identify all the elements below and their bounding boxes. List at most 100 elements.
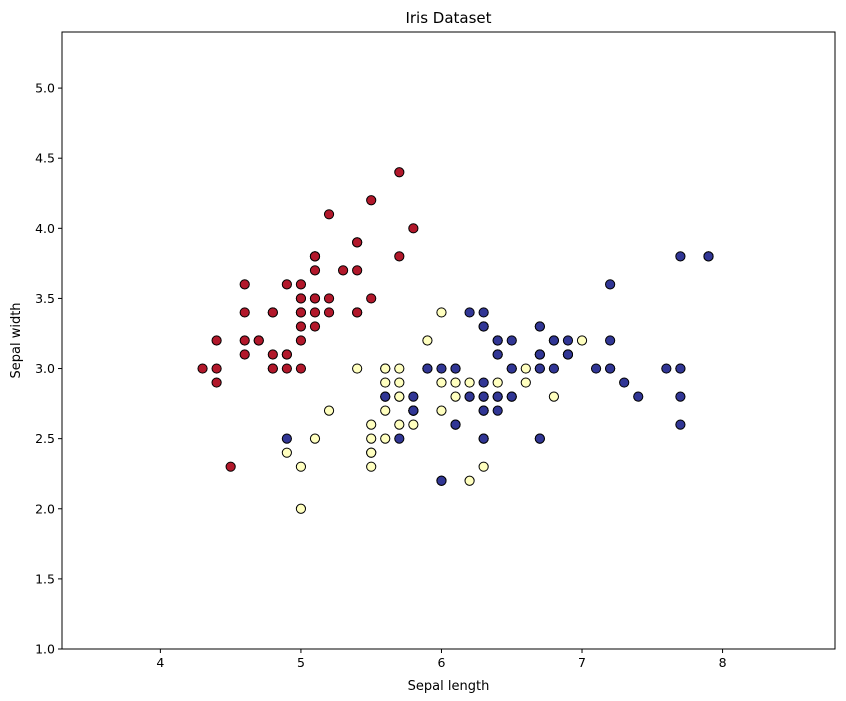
data-point — [422, 363, 433, 374]
data-point — [211, 377, 222, 388]
data-point — [492, 391, 503, 402]
data-point — [380, 391, 391, 402]
data-point — [548, 335, 560, 346]
data-point — [239, 349, 250, 360]
data-point — [548, 363, 560, 374]
data-point — [239, 335, 250, 346]
data-point — [309, 307, 321, 318]
data-point — [534, 349, 545, 360]
data-point — [408, 419, 419, 430]
x-tick-label: 5 — [297, 655, 305, 670]
data-point — [450, 363, 461, 374]
data-point — [464, 391, 475, 402]
data-point — [675, 363, 686, 374]
data-point — [394, 433, 405, 444]
data-point — [380, 405, 391, 416]
ticks-layer: 4 5 6 7 8 1.0 1.5 2.0 2.5 3.0 3.5 4.0 4.5 5.0 — [35, 81, 726, 670]
chart-title: Iris Dataset — [405, 9, 491, 27]
data-point — [394, 391, 405, 402]
data-point — [520, 363, 531, 374]
data-point — [492, 335, 503, 346]
data-point — [323, 209, 335, 220]
data-point — [605, 279, 616, 290]
data-point — [323, 405, 335, 416]
data-point — [295, 503, 307, 514]
data-point — [295, 307, 307, 318]
data-point — [675, 419, 686, 430]
data-point — [295, 363, 307, 374]
data-point — [281, 279, 292, 290]
data-point — [366, 419, 377, 430]
data-point — [380, 363, 391, 374]
data-point — [281, 433, 292, 444]
data-point — [366, 293, 377, 304]
data-point — [323, 293, 335, 304]
data-point — [309, 293, 321, 304]
data-point — [478, 433, 489, 444]
data-point — [534, 363, 545, 374]
y-tick-label: 5.0 — [35, 81, 55, 96]
data-point — [506, 391, 517, 402]
data-point — [394, 167, 405, 178]
data-point — [352, 307, 363, 318]
data-point — [436, 363, 447, 374]
data-point — [408, 405, 419, 416]
data-point — [422, 335, 433, 346]
data-point — [436, 475, 447, 486]
data-point — [197, 363, 208, 374]
data-point — [478, 321, 489, 332]
data-point — [450, 377, 461, 388]
data-point — [211, 335, 222, 346]
data-point — [633, 391, 644, 402]
series-3 — [281, 251, 714, 486]
y-tick-label: 1.5 — [35, 571, 55, 586]
data-point — [309, 321, 321, 332]
x-tick-label: 7 — [578, 655, 586, 670]
data-point — [295, 293, 307, 304]
data-point — [380, 433, 391, 444]
data-point — [267, 363, 278, 374]
data-point — [253, 335, 264, 346]
data-point — [366, 195, 377, 206]
y-tick-label: 4.0 — [35, 221, 55, 236]
data-point — [506, 363, 517, 374]
data-point — [675, 391, 686, 402]
data-point — [478, 405, 489, 416]
data-point — [534, 321, 545, 332]
data-point — [267, 307, 278, 318]
data-point — [352, 265, 363, 276]
data-point — [619, 377, 630, 388]
data-point — [408, 391, 419, 402]
data-point — [590, 363, 602, 374]
data-point — [492, 405, 503, 416]
data-point — [352, 363, 363, 374]
data-point — [534, 433, 545, 444]
data-point — [239, 279, 250, 290]
data-point — [703, 251, 714, 262]
data-point — [464, 307, 475, 318]
data-point — [450, 419, 461, 430]
data-point — [309, 251, 321, 262]
data-point — [562, 349, 574, 360]
data-point — [352, 237, 363, 248]
data-point — [281, 363, 292, 374]
x-tick-label: 4 — [156, 655, 164, 670]
data-point — [281, 349, 292, 360]
data-point — [295, 335, 307, 346]
data-point — [464, 377, 475, 388]
data-point — [562, 335, 574, 346]
y-tick-label: 4.5 — [35, 151, 55, 166]
data-point — [309, 265, 321, 276]
y-tick-label: 3.5 — [35, 291, 55, 306]
data-point — [281, 447, 292, 458]
data-point — [295, 321, 307, 332]
data-point — [478, 391, 489, 402]
x-axis-label: Sepal length — [408, 679, 490, 694]
data-point — [394, 377, 405, 388]
y-tick-label: 2.0 — [35, 501, 55, 516]
data-point — [436, 405, 447, 416]
data-point — [478, 461, 489, 472]
data-point — [394, 251, 405, 262]
